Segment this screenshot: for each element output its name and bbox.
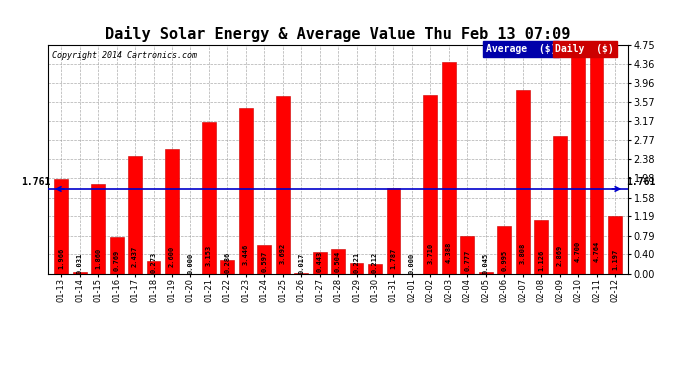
Bar xyxy=(553,136,566,274)
Text: 3.692: 3.692 xyxy=(279,243,286,264)
Text: 1.966: 1.966 xyxy=(58,247,64,268)
Text: 1.860: 1.860 xyxy=(95,248,101,269)
Text: 0.000: 0.000 xyxy=(409,252,415,273)
Bar xyxy=(571,47,585,274)
Bar xyxy=(294,273,308,274)
Text: 0.504: 0.504 xyxy=(335,251,341,272)
Bar xyxy=(220,260,235,274)
Bar xyxy=(276,96,290,274)
Text: 2.600: 2.600 xyxy=(169,246,175,267)
Bar xyxy=(424,95,437,274)
Text: Copyright 2014 Cartronics.com: Copyright 2014 Cartronics.com xyxy=(52,51,197,60)
Bar xyxy=(534,219,548,274)
Text: 0.443: 0.443 xyxy=(317,251,323,272)
Text: 1.761: 1.761 xyxy=(21,177,50,187)
Text: 0.769: 0.769 xyxy=(114,250,119,272)
Bar xyxy=(91,184,105,274)
Bar xyxy=(515,90,530,274)
Text: 4.388: 4.388 xyxy=(446,242,452,263)
Bar xyxy=(110,237,124,274)
Bar xyxy=(146,261,161,274)
Bar xyxy=(72,272,87,274)
Bar xyxy=(313,252,326,274)
Text: 4.700: 4.700 xyxy=(575,241,581,262)
Text: 0.000: 0.000 xyxy=(188,252,193,273)
Bar xyxy=(386,188,400,274)
Title: Daily Solar Energy & Average Value Thu Feb 13 07:09: Daily Solar Energy & Average Value Thu F… xyxy=(106,27,571,42)
Text: 1.761: 1.761 xyxy=(626,177,656,187)
Bar xyxy=(331,249,345,274)
Text: 0.031: 0.031 xyxy=(77,252,83,273)
Bar xyxy=(257,245,271,274)
Text: 0.995: 0.995 xyxy=(501,250,507,271)
Text: 0.597: 0.597 xyxy=(262,251,267,272)
Text: 3.808: 3.808 xyxy=(520,243,526,264)
Bar xyxy=(202,122,216,274)
Bar xyxy=(165,148,179,274)
Text: 0.017: 0.017 xyxy=(298,252,304,273)
Text: 3.446: 3.446 xyxy=(243,244,249,265)
Text: 1.126: 1.126 xyxy=(538,249,544,270)
Text: 4.764: 4.764 xyxy=(593,240,600,262)
Bar xyxy=(128,156,142,274)
Text: 0.273: 0.273 xyxy=(150,251,157,273)
Bar xyxy=(460,236,474,274)
Text: 2.437: 2.437 xyxy=(132,246,138,267)
Bar xyxy=(55,179,68,274)
Text: 1.197: 1.197 xyxy=(612,249,618,270)
Text: 0.212: 0.212 xyxy=(372,252,378,273)
Text: 1.787: 1.787 xyxy=(391,248,397,269)
Text: 3.710: 3.710 xyxy=(427,243,433,264)
Bar xyxy=(239,108,253,274)
Bar xyxy=(368,264,382,274)
Text: 0.221: 0.221 xyxy=(353,252,359,273)
Text: 0.045: 0.045 xyxy=(483,252,489,273)
Text: Daily  ($): Daily ($) xyxy=(555,44,614,54)
Bar xyxy=(608,216,622,274)
Text: 2.869: 2.869 xyxy=(557,245,562,266)
Bar xyxy=(442,62,456,274)
Bar xyxy=(479,272,493,274)
Text: Average  ($): Average ($) xyxy=(486,44,556,54)
Text: 3.153: 3.153 xyxy=(206,244,212,266)
Text: 0.777: 0.777 xyxy=(464,250,471,272)
Bar xyxy=(350,263,364,274)
Bar xyxy=(589,44,604,274)
Text: 0.286: 0.286 xyxy=(224,251,230,273)
Bar xyxy=(497,226,511,274)
